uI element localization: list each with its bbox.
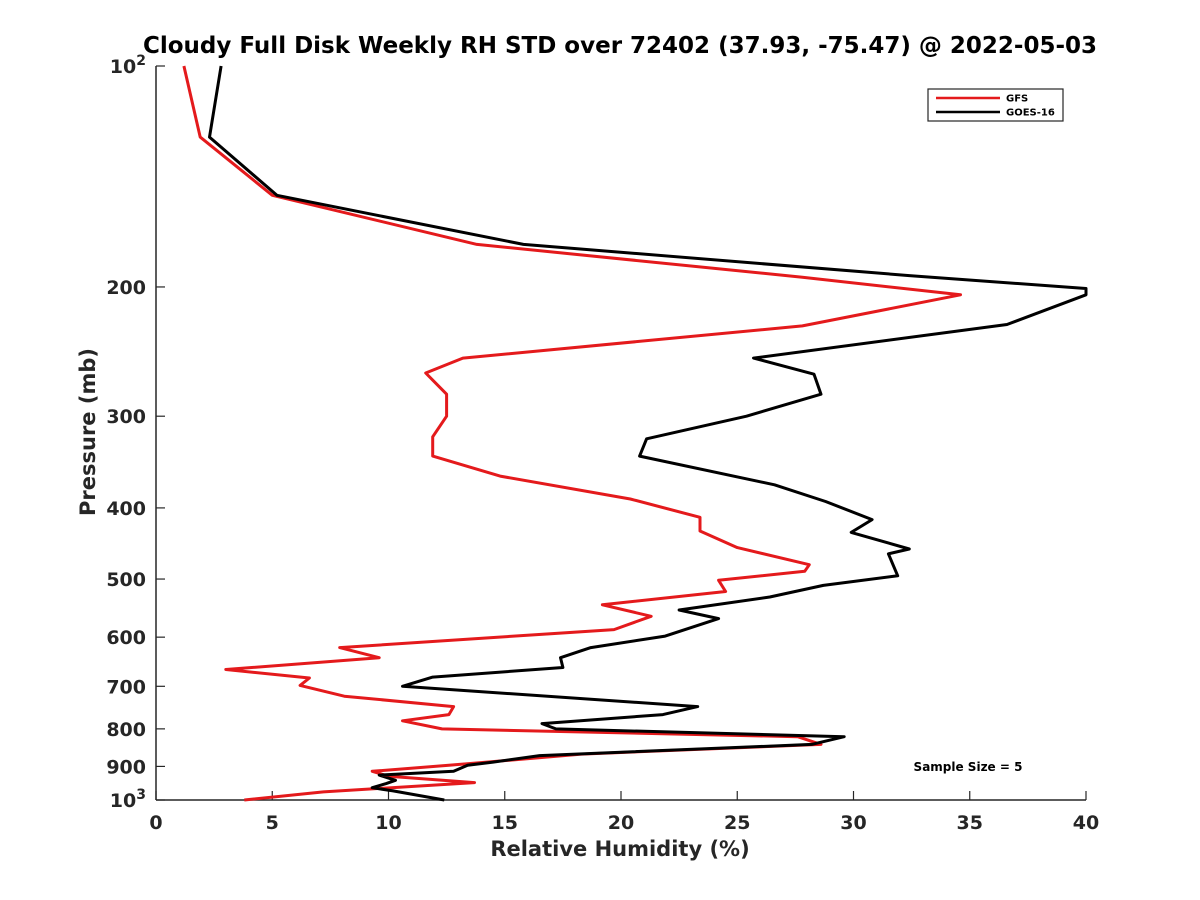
legend: GFS GOES-16 xyxy=(927,88,1064,122)
y-tick-label: 600 xyxy=(106,627,146,649)
y-tick-label: 700 xyxy=(106,676,146,698)
plot-area xyxy=(155,66,1086,801)
y-tick-label: 200 xyxy=(106,277,146,299)
x-tick-label: 30 xyxy=(840,812,866,834)
y-tick-label: 103 xyxy=(110,787,146,812)
legend-box xyxy=(927,88,1064,122)
y-tick-label: 300 xyxy=(106,406,146,428)
legend-label: GFS xyxy=(1006,94,1028,105)
x-tick-label: 20 xyxy=(608,812,634,834)
chart-title: Cloudy Full Disk Weekly RH STD over 7240… xyxy=(143,33,1097,59)
x-tick-label: 10 xyxy=(375,812,401,834)
x-tick-label: 40 xyxy=(1073,812,1099,834)
x-tick-label: 0 xyxy=(149,812,162,834)
series-line-goes-16 xyxy=(208,65,1088,802)
y-tick-label: 800 xyxy=(106,719,146,741)
y-tick-label: 900 xyxy=(106,756,146,778)
y-tick-label: 102 xyxy=(110,53,146,78)
x-tick-label: 15 xyxy=(492,812,518,834)
sample-size-note: Sample Size = 5 xyxy=(914,760,1023,774)
x-tick-label: 35 xyxy=(957,812,983,834)
y-tick-label: 400 xyxy=(106,498,146,520)
y-axis-label: Pressure (mb) xyxy=(76,348,100,516)
x-tick-label: 5 xyxy=(266,812,279,834)
series-group xyxy=(182,65,1088,802)
series-line-gfs xyxy=(182,65,962,802)
x-tick-label: 25 xyxy=(724,812,750,834)
x-axis: 0 5 10 15 20 25 30 35 40 xyxy=(149,791,1099,834)
y-tick-label: 500 xyxy=(106,569,146,591)
legend-label: GOES-16 xyxy=(1006,108,1055,119)
y-axis: 102 200 300 400 500 600 700 800 900 103 xyxy=(106,53,165,812)
x-axis-label: Relative Humidity (%) xyxy=(490,837,749,861)
